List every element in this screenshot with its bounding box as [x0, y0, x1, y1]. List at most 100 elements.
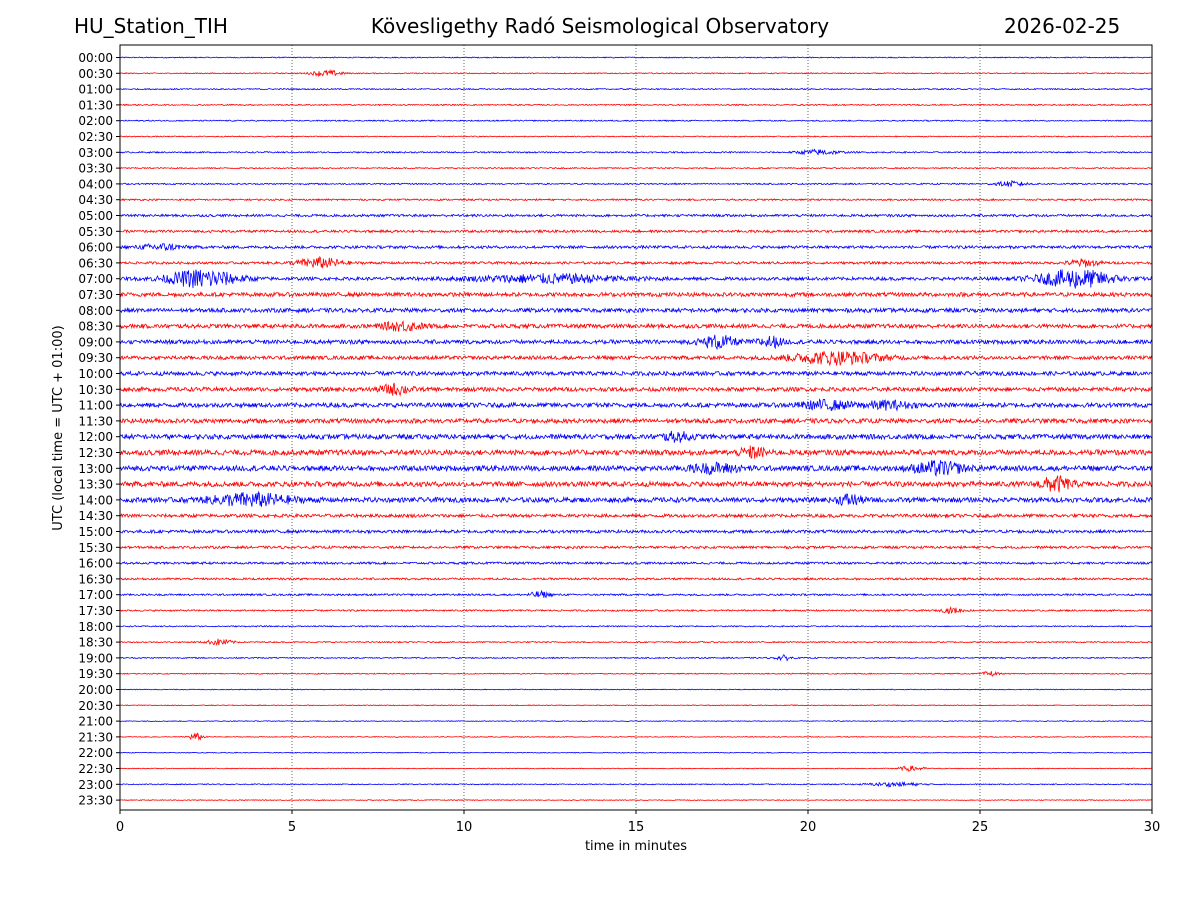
x-tick-label: 20 — [800, 820, 817, 835]
y-tick-label: 15:30 — [78, 541, 113, 555]
y-tick-label: 20:00 — [78, 683, 113, 697]
trace-line — [119, 490, 1153, 507]
y-tick-label: 00:30 — [78, 67, 113, 81]
y-tick-label: 10:30 — [78, 383, 113, 397]
trace-line — [119, 688, 1153, 691]
trace-line — [119, 135, 1153, 138]
y-tick-label: 13:30 — [78, 478, 113, 492]
y-tick-label: 01:30 — [78, 98, 113, 112]
x-tick-label: 30 — [1144, 820, 1161, 835]
y-tick-label: 01:00 — [78, 83, 113, 97]
y-tick-label: 16:00 — [78, 557, 113, 571]
trace-line — [119, 351, 1153, 367]
y-tick-label: 07:30 — [78, 288, 113, 302]
trace-line — [119, 576, 1153, 581]
x-tick-label: 15 — [628, 820, 645, 835]
y-tick-label: 14:00 — [78, 493, 113, 507]
y-tick-label: 11:30 — [78, 414, 113, 428]
y-tick-label: 21:30 — [78, 730, 113, 744]
trace-line — [119, 589, 1153, 599]
trace-line — [119, 228, 1153, 234]
page-title: Kövesligethy Radó Seismological Observat… — [370, 14, 830, 38]
y-tick-label: 12:30 — [78, 446, 113, 460]
y-tick-label: 02:00 — [78, 114, 113, 128]
trace-line — [119, 213, 1153, 218]
trace-line — [119, 704, 1153, 707]
y-tick-label: 12:00 — [78, 430, 113, 444]
trace-line — [119, 430, 1153, 443]
y-tick-label: 04:30 — [78, 193, 113, 207]
y-axis-label: UTC (local time = UTC + 01:00) — [51, 325, 66, 530]
trace-line — [119, 544, 1153, 550]
y-tick-label: 17:00 — [78, 588, 113, 602]
grid-lines — [291, 45, 981, 810]
trace-line — [119, 166, 1153, 170]
x-tick-label: 5 — [288, 820, 296, 835]
trace-line — [119, 334, 1153, 351]
x-axis-ticks: 0 5 10 15 20 25 30 — [116, 810, 1160, 835]
y-tick-label: 16:30 — [78, 572, 113, 586]
trace-line — [119, 625, 1153, 628]
trace-line — [119, 87, 1153, 91]
trace-line — [119, 670, 1153, 677]
y-tick-label: 09:30 — [78, 351, 113, 365]
y-tick-label: 22:30 — [78, 762, 113, 776]
y-tick-label: 19:00 — [78, 651, 113, 665]
y-tick-label: 06:30 — [78, 256, 113, 270]
trace-line — [119, 751, 1153, 754]
trace-line — [119, 475, 1153, 493]
trace-line — [119, 605, 1153, 614]
trace-line — [119, 306, 1153, 314]
trace-line — [119, 382, 1153, 397]
y-tick-label: 14:30 — [78, 509, 113, 523]
trace-line — [119, 269, 1153, 289]
y-tick-label: 03:30 — [78, 162, 113, 176]
trace-line — [119, 654, 1153, 662]
trace-line — [119, 398, 1153, 412]
trace-line — [119, 512, 1153, 519]
trace-line — [119, 370, 1153, 377]
x-tick-label: 0 — [116, 820, 124, 835]
trace-line — [119, 765, 1153, 772]
y-tick-label: 23:30 — [78, 794, 113, 808]
trace-line — [119, 56, 1153, 59]
y-tick-label: 18:30 — [78, 636, 113, 650]
y-tick-label: 19:30 — [78, 667, 113, 681]
trace-line — [119, 255, 1153, 269]
y-tick-label: 21:00 — [78, 715, 113, 729]
trace-line — [119, 148, 1153, 156]
y-tick-label: 15:00 — [78, 525, 113, 539]
trace-line — [119, 638, 1153, 646]
y-tick-label: 11:00 — [78, 399, 113, 413]
y-tick-label: 22:00 — [78, 746, 113, 760]
x-tick-label: 10 — [456, 820, 473, 835]
trace-line — [119, 320, 1153, 332]
y-tick-label: 08:30 — [78, 320, 113, 334]
trace-line — [119, 459, 1153, 478]
trace-line — [119, 103, 1153, 107]
y-tick-label: 02:30 — [78, 130, 113, 144]
y-tick-label: 04:00 — [78, 177, 113, 191]
trace-line — [119, 179, 1153, 187]
y-tick-label: 03:00 — [78, 146, 113, 160]
station-name: HU_Station_TIH — [74, 14, 228, 38]
y-tick-label: 17:30 — [78, 604, 113, 618]
trace-line — [119, 68, 1153, 78]
trace-lines — [119, 56, 1153, 802]
y-tick-label: 23:00 — [78, 778, 113, 792]
y-tick-label: 09:00 — [78, 335, 113, 349]
y-tick-label: 00:00 — [78, 51, 113, 65]
trace-line — [119, 417, 1153, 425]
trace-line — [119, 242, 1153, 252]
y-tick-label: 06:00 — [78, 241, 113, 255]
trace-line — [119, 528, 1153, 535]
trace-line — [119, 732, 1153, 741]
trace-line — [119, 560, 1153, 566]
trace-line — [119, 445, 1153, 459]
trace-line — [119, 119, 1153, 122]
trace-line — [119, 197, 1153, 202]
y-tick-label: 18:00 — [78, 620, 113, 634]
x-axis-label: time in minutes — [585, 839, 687, 854]
y-tick-label: 08:00 — [78, 304, 113, 318]
y-tick-label: 05:30 — [78, 225, 113, 239]
